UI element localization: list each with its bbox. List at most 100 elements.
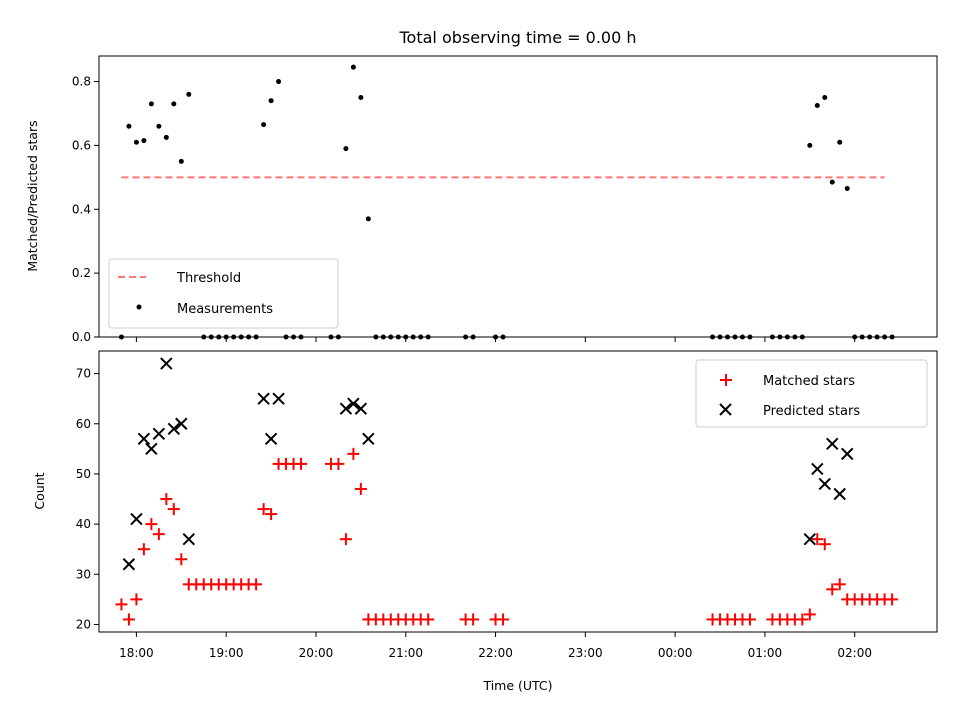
matched-star-point bbox=[257, 503, 270, 516]
matched-star-point bbox=[354, 482, 367, 495]
measurement-point bbox=[186, 91, 192, 97]
predicted-star-point bbox=[167, 422, 181, 435]
measurement-point bbox=[171, 101, 177, 107]
x-tick-label: 00:00 bbox=[658, 646, 693, 660]
count-legend-box bbox=[695, 359, 928, 428]
predicted-star-point bbox=[826, 437, 839, 451]
x-tick-label: 18:00 bbox=[119, 646, 154, 660]
measurement-point bbox=[126, 123, 132, 129]
matched-star-point bbox=[145, 518, 158, 531]
matched-star-point bbox=[818, 538, 831, 551]
measurement-point bbox=[844, 186, 850, 192]
predicted-star-point bbox=[347, 397, 360, 410]
matched-star-point bbox=[115, 598, 128, 611]
predicted-star-point bbox=[122, 558, 136, 571]
matched-star-point bbox=[160, 493, 173, 506]
legend-measurements-swatch bbox=[136, 304, 142, 310]
measurement-point bbox=[358, 95, 364, 101]
ratio-y-tick-label: 0.0 bbox=[72, 330, 91, 344]
predicted-star-point bbox=[182, 532, 195, 546]
legend-predicted-label: Predicted stars bbox=[763, 404, 860, 419]
measurement-point bbox=[365, 216, 371, 222]
matched-star-point bbox=[250, 578, 263, 591]
matched-star-point bbox=[122, 613, 135, 626]
ratio-plot-frame bbox=[98, 55, 938, 338]
legend-measurements-label: Measurements bbox=[177, 302, 273, 317]
measurement-point bbox=[814, 102, 820, 108]
predicted-star-point bbox=[354, 402, 368, 415]
matched-star-point bbox=[803, 608, 816, 621]
matched-star-point bbox=[833, 578, 846, 591]
ratio-legend: Threshold Measurements bbox=[108, 258, 339, 329]
x-tick-label: 23:00 bbox=[568, 646, 603, 660]
predicted-star-point bbox=[130, 512, 143, 526]
predicted-star-point bbox=[818, 477, 831, 491]
x-tick-label: 19:00 bbox=[209, 646, 244, 660]
matched-star-point bbox=[339, 533, 352, 546]
x-tick-label: 22:00 bbox=[478, 646, 513, 660]
matched-star-point bbox=[497, 613, 510, 626]
measurement-point bbox=[141, 138, 147, 144]
ratio-y-tick-label: 0.6 bbox=[72, 138, 91, 152]
measurement-point bbox=[268, 98, 274, 104]
matched-star-point bbox=[175, 553, 188, 566]
predicted-star-point bbox=[339, 402, 353, 415]
count-y-tick-label: 60 bbox=[76, 417, 91, 431]
chart-title: Total observing time = 0.00 h bbox=[398, 28, 636, 47]
legend-threshold-label: Threshold bbox=[176, 271, 241, 286]
predicted-star-point bbox=[145, 442, 158, 456]
measurement-point bbox=[343, 146, 349, 152]
count-y-tick-label: 30 bbox=[76, 567, 91, 581]
predicted-star-point bbox=[264, 432, 278, 446]
matched-star-point bbox=[886, 593, 899, 606]
x-tick-label: 01:00 bbox=[748, 646, 783, 660]
measurement-point bbox=[350, 64, 356, 70]
matched-star-point bbox=[796, 613, 809, 626]
ratio-y-tick-label: 0.4 bbox=[72, 202, 91, 216]
count-y-axis-label: Count bbox=[32, 472, 47, 509]
measurement-point bbox=[156, 123, 162, 129]
count-legend: Matched stars Predicted stars bbox=[695, 359, 928, 428]
x-tick-label: 20:00 bbox=[299, 646, 334, 660]
ratio-y-tick-label: 0.8 bbox=[72, 75, 91, 89]
legend-matched-label: Matched stars bbox=[763, 374, 855, 389]
matched-star-point bbox=[265, 508, 278, 521]
predicted-star-point bbox=[841, 447, 854, 461]
matched-star-point bbox=[152, 528, 165, 541]
predicted-star-point bbox=[152, 427, 166, 441]
predicted-star-point bbox=[833, 487, 846, 501]
measurement-point bbox=[829, 179, 835, 185]
ratio-panel: 0.0 0.2 0.4 0.6 0.8 bbox=[72, 64, 895, 344]
predicted-star-point bbox=[175, 417, 188, 430]
ratio-y-axis-label: Matched/Predicted stars bbox=[25, 120, 40, 271]
count-y-tick-label: 50 bbox=[76, 467, 91, 481]
measurement-point bbox=[837, 139, 843, 145]
predicted-star-point bbox=[160, 357, 173, 370]
x-tick-label: 21:00 bbox=[388, 646, 423, 660]
count-y-tick-label: 70 bbox=[76, 367, 91, 381]
predicted-star-point bbox=[137, 432, 151, 446]
matched-star-point bbox=[137, 543, 150, 556]
predicted-star-point bbox=[272, 392, 285, 405]
measurement-point bbox=[178, 158, 184, 164]
x-axis-label: Time (UTC) bbox=[482, 678, 552, 693]
matched-star-point bbox=[743, 613, 756, 626]
matched-star-point bbox=[332, 457, 345, 470]
legend-predicted-swatch bbox=[719, 403, 732, 416]
measurement-point bbox=[276, 79, 282, 85]
measurement-point bbox=[148, 101, 154, 107]
measurement-point bbox=[133, 139, 139, 145]
count-y-tick-label: 20 bbox=[76, 617, 91, 631]
ratio-legend-box bbox=[108, 258, 339, 329]
measurement-point bbox=[163, 134, 169, 140]
predicted-star-point bbox=[257, 392, 270, 405]
matched-star-point bbox=[167, 503, 180, 516]
legend-matched-swatch bbox=[720, 374, 732, 386]
measurement-point bbox=[822, 95, 828, 101]
matched-star-point bbox=[811, 533, 824, 546]
matched-star-point bbox=[467, 613, 480, 626]
matched-star-point bbox=[422, 613, 435, 626]
predicted-star-point bbox=[811, 462, 824, 476]
predicted-star-point bbox=[362, 432, 375, 446]
